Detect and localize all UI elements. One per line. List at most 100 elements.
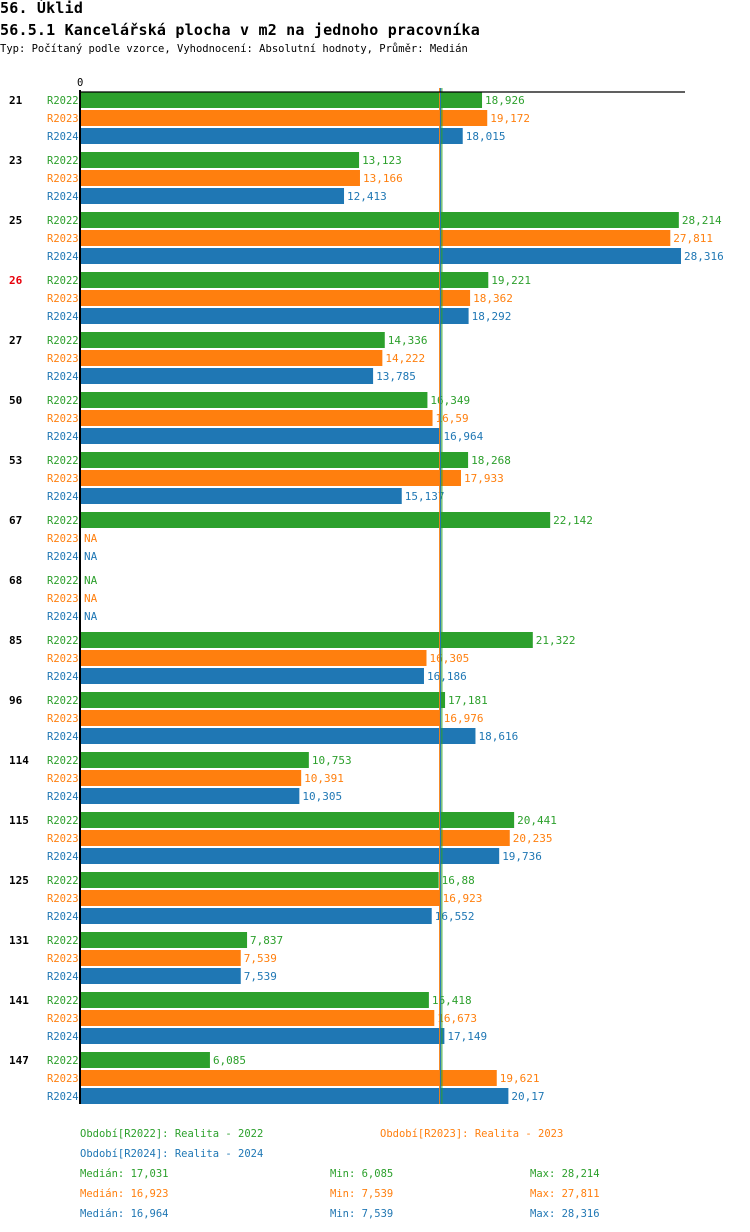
category-label: 53 [9, 454, 22, 467]
bar [81, 908, 432, 924]
bar [81, 950, 241, 966]
stat-median-r2023: Medián: 16,923 [80, 1188, 169, 1200]
data-label: 10,391 [304, 772, 344, 785]
data-label: 10,753 [312, 754, 352, 767]
bar [81, 212, 679, 228]
data-label: 18,616 [478, 730, 518, 743]
bar [81, 1010, 435, 1026]
data-label: 13,785 [376, 370, 416, 383]
stat-median-r2024: Medián: 16,964 [80, 1208, 169, 1220]
series-label: R2022 [47, 515, 79, 527]
data-label: 19,172 [490, 112, 530, 125]
bar [81, 128, 463, 144]
stat-max-r2022: Max: 28,214 [530, 1168, 600, 1180]
bar [81, 110, 488, 126]
category-label: 114 [9, 754, 29, 767]
category-label: 67 [9, 514, 22, 527]
data-label: 7,539 [244, 952, 277, 965]
series-label: R2024 [47, 131, 79, 143]
data-label-na: NA [84, 574, 98, 587]
series-label: R2024 [47, 851, 79, 863]
series-label: R2022 [47, 575, 79, 587]
bar [81, 1088, 509, 1104]
series-label: R2024 [47, 551, 79, 563]
stat-max-r2024: Max: 28,316 [530, 1208, 600, 1220]
series-label: R2023 [47, 413, 79, 425]
series-label: R2024 [47, 611, 79, 623]
category-label: 27 [9, 334, 22, 347]
series-label: R2022 [47, 755, 79, 767]
bar [81, 332, 385, 348]
category-label: 25 [9, 214, 22, 227]
series-label: R2023 [47, 353, 79, 365]
data-label-na: NA [84, 532, 98, 545]
data-label: 15,137 [405, 490, 445, 503]
category-label: 141 [9, 994, 29, 1007]
bar [81, 290, 471, 306]
chart-title: 56.5.1 Kancelářská plocha v m2 na jednoh… [0, 21, 480, 39]
bar [81, 710, 441, 726]
bar [81, 512, 551, 528]
data-label: 19,621 [500, 1072, 540, 1085]
bar [81, 170, 360, 186]
section-title: 56. Úklid [0, 0, 84, 17]
data-label: 16,976 [444, 712, 484, 725]
data-label-na: NA [84, 592, 98, 605]
series-label: R2024 [47, 971, 79, 983]
category-label: 115 [9, 814, 29, 827]
series-label: R2022 [47, 275, 79, 287]
data-label: 16,923 [443, 892, 483, 905]
bar [81, 368, 374, 384]
data-label: 12,413 [347, 190, 387, 203]
category-label: 23 [9, 154, 22, 167]
data-label: 16,964 [443, 430, 483, 443]
chart-subtitle: Typ: Počítaný podle vzorce, Vyhodnocení:… [0, 43, 468, 55]
bar [81, 428, 441, 444]
series-label: R2024 [47, 1091, 79, 1103]
series-label: R2024 [47, 371, 79, 383]
bar [81, 1070, 497, 1086]
legend-period-r2022: Období[R2022]: Realita - 2022 [80, 1128, 264, 1140]
bar [81, 812, 515, 828]
series-label: R2023 [47, 713, 79, 725]
series-label: R2023 [47, 773, 79, 785]
category-label: 147 [9, 1054, 29, 1067]
bar [81, 272, 489, 288]
bar [81, 872, 439, 888]
series-label: R2022 [47, 395, 79, 407]
series-label: R2023 [47, 233, 79, 245]
series-label: R2023 [47, 113, 79, 125]
bar [81, 248, 681, 264]
series-label: R2022 [47, 335, 79, 347]
data-label: 18,926 [485, 94, 525, 107]
bar [81, 1028, 445, 1044]
series-label: R2024 [47, 251, 79, 263]
series-label: R2022 [47, 695, 79, 707]
series-label: R2023 [47, 953, 79, 965]
bar [81, 770, 302, 786]
data-label: 16,88 [442, 874, 475, 887]
data-label: 20,235 [513, 832, 553, 845]
data-label: 19,736 [502, 850, 542, 863]
data-label: 16,552 [435, 910, 475, 923]
category-label: 131 [9, 934, 29, 947]
series-label: R2024 [47, 191, 79, 203]
data-label: 14,336 [388, 334, 428, 347]
bar [81, 308, 469, 324]
bar [81, 728, 476, 744]
data-label-na: NA [84, 610, 98, 623]
data-label: 18,268 [471, 454, 511, 467]
data-label: 14,222 [385, 352, 425, 365]
series-label: R2023 [47, 893, 79, 905]
data-label-na: NA [84, 550, 98, 563]
series-label: R2023 [47, 533, 79, 545]
series-label: R2024 [47, 731, 79, 743]
series-label: R2022 [47, 815, 79, 827]
data-label: 16,673 [437, 1012, 477, 1025]
series-label: R2024 [47, 1031, 79, 1043]
series-label: R2023 [47, 653, 79, 665]
series-label: R2022 [47, 875, 79, 887]
data-label: 13,166 [363, 172, 403, 185]
bar [81, 152, 360, 168]
bar [81, 692, 446, 708]
